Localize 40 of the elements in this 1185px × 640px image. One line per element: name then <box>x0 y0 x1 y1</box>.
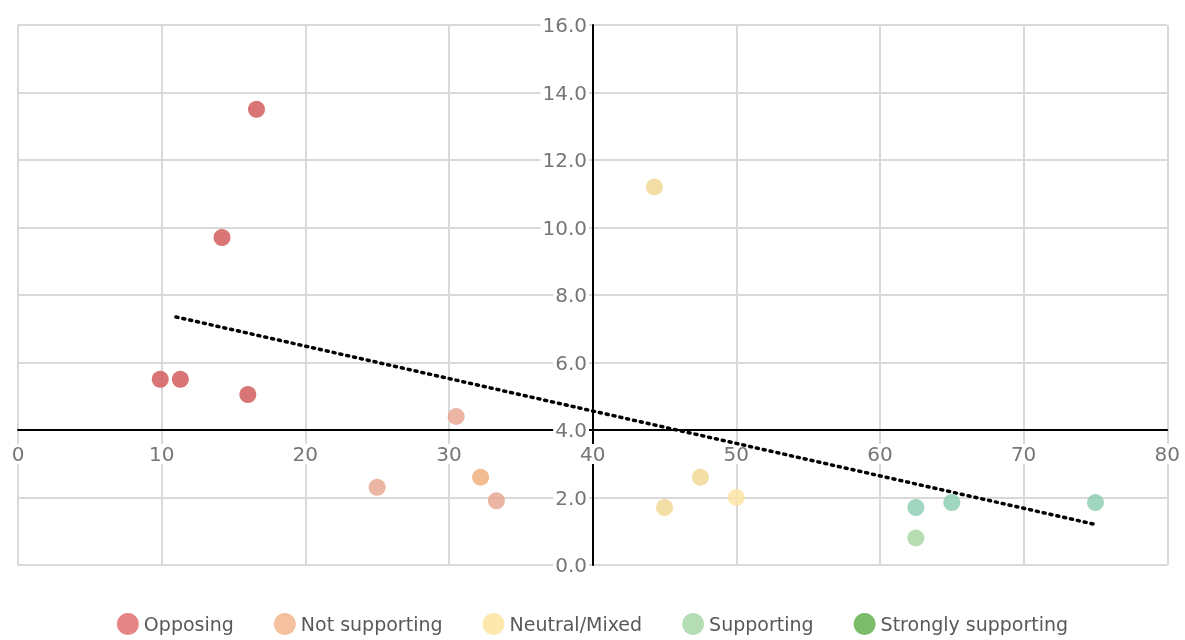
y-tick-label: 4.0 <box>555 418 587 442</box>
x-tick-label: 50 <box>723 442 750 466</box>
y-tick-label: 14.0 <box>542 80 587 105</box>
x-tick-label: 30 <box>436 442 462 466</box>
x-tick-label: 70 <box>1010 442 1037 466</box>
x-tick-label: 80 <box>1154 442 1180 466</box>
point <box>727 489 745 506</box>
legend-label: Supporting <box>709 613 814 635</box>
point <box>239 386 257 404</box>
point <box>655 499 673 517</box>
point <box>171 370 189 388</box>
point <box>151 370 169 388</box>
x-tick-label: 20 <box>292 442 319 466</box>
x-tick-label: 40 <box>579 442 606 466</box>
point <box>447 408 465 425</box>
point <box>645 178 663 196</box>
y-tick-label: 10.0 <box>542 215 587 240</box>
legend-label: Neutral/Mixed <box>509 613 643 635</box>
point <box>368 478 386 496</box>
point <box>487 492 505 510</box>
x-tick-label: 60 <box>867 442 893 466</box>
point <box>1086 494 1104 512</box>
point <box>472 468 490 486</box>
y-tick-label: 16.0 <box>542 13 587 37</box>
point <box>907 499 925 517</box>
x-tick-label: 10 <box>148 442 175 466</box>
y-tick-label: 12.0 <box>542 148 587 172</box>
point <box>691 468 709 486</box>
point <box>247 100 265 118</box>
legend-label: Opposing <box>143 613 234 635</box>
y-tick-label: 0.0 <box>555 553 587 577</box>
point <box>907 529 925 547</box>
legend-label: Not supporting <box>300 613 443 635</box>
x-tick-label: 0 <box>11 442 25 466</box>
y-tick-label: 8.0 <box>555 283 587 307</box>
point <box>213 229 231 247</box>
y-tick-label: 6.0 <box>555 350 587 375</box>
y-tick-label: 2.0 <box>555 485 587 510</box>
point <box>943 494 961 512</box>
legend-label: Strongly supporting <box>880 613 1069 635</box>
